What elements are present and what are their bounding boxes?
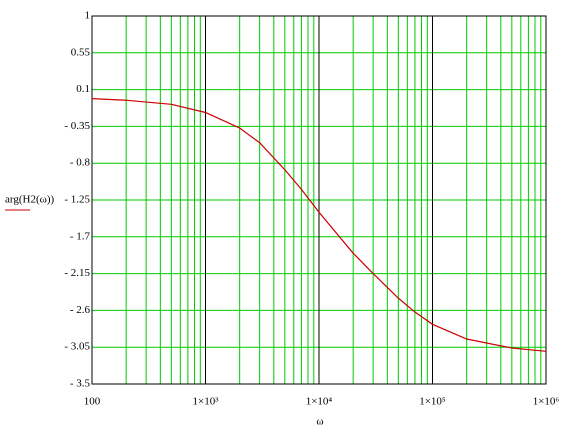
x-tick-label: 1×10⁴	[306, 396, 333, 408]
x-tick-label: 1×10⁶	[533, 396, 560, 408]
y-tick-label: 1	[85, 10, 91, 22]
x-tick-label: 1×10⁵	[419, 396, 446, 408]
x-tick-label: 1×10³	[192, 396, 219, 408]
x-tick-label: 100	[84, 396, 101, 408]
y-tick-label: - 3.5	[70, 378, 91, 390]
y-tick-label: - 2.6	[70, 304, 91, 316]
y-tick-label: 0.1	[76, 83, 90, 95]
y-axis-label: arg(H2(ω))	[5, 194, 55, 206]
y-tick-label: - 0.8	[70, 157, 91, 169]
y-tick-label: 0.55	[71, 46, 91, 58]
y-tick-label: - 2.15	[64, 267, 90, 279]
y-tick-label: - 1.7	[70, 230, 91, 242]
y-tick-label: - 1.25	[64, 194, 90, 206]
series-line	[91, 98, 547, 352]
y-tick-label: - 0.35	[64, 120, 90, 132]
x-axis-label: ω	[316, 416, 323, 428]
y-tick-label: - 3.05	[64, 341, 90, 353]
plot-frame	[91, 15, 547, 385]
